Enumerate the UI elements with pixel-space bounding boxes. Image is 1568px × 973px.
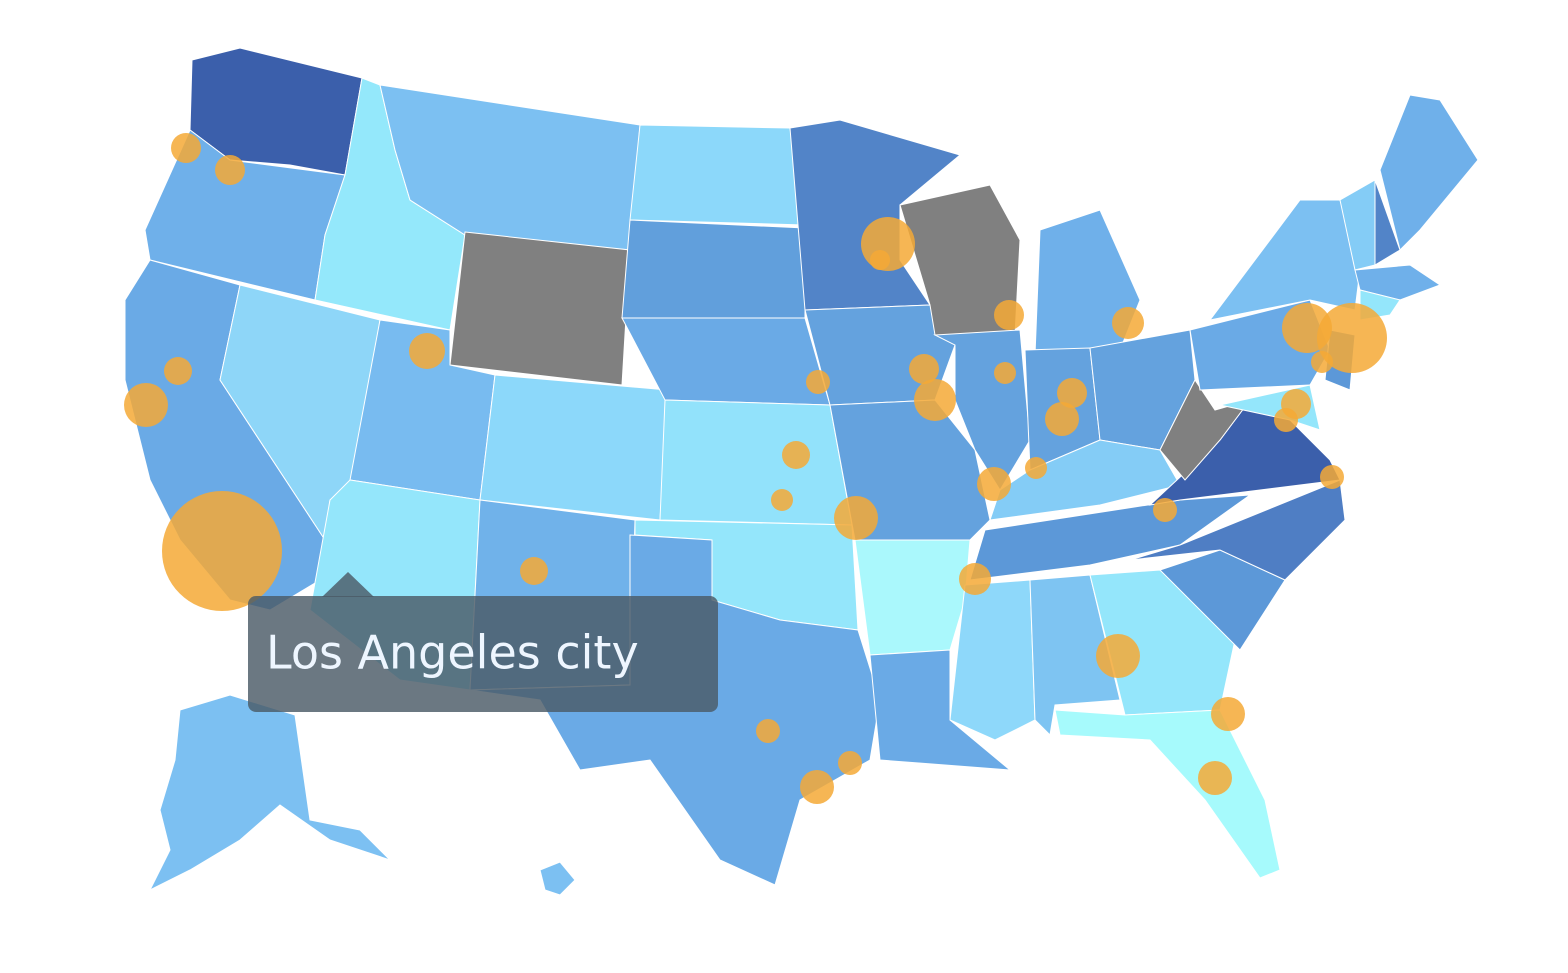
city-bubble[interactable] — [782, 441, 810, 469]
state[interactable] — [1339, 179, 1376, 271]
state[interactable] — [1379, 94, 1479, 251]
state[interactable] — [449, 231, 631, 386]
state[interactable] — [621, 219, 806, 319]
city-bubble[interactable] — [994, 300, 1024, 330]
city-bubble[interactable] — [1311, 351, 1333, 373]
city-bubble[interactable] — [124, 383, 168, 427]
city-bubble[interactable] — [162, 491, 282, 611]
city-bubble[interactable] — [164, 357, 192, 385]
state[interactable] — [479, 374, 669, 521]
state[interactable] — [1054, 709, 1281, 879]
state[interactable] — [629, 124, 806, 226]
city-bubble[interactable] — [771, 489, 793, 511]
tooltip-text: Los Angeles city — [266, 626, 639, 680]
city-bubble[interactable] — [1198, 761, 1232, 795]
city-bubble[interactable] — [1045, 402, 1079, 436]
city-bubble[interactable] — [914, 379, 956, 421]
tooltip-arrow — [322, 572, 374, 597]
city-bubble[interactable] — [1096, 634, 1140, 678]
state[interactable] — [1354, 264, 1442, 301]
state[interactable] — [1208, 199, 1361, 321]
city-bubble[interactable] — [870, 250, 890, 270]
city-bubble[interactable] — [806, 370, 830, 394]
state[interactable] — [539, 861, 576, 896]
city-bubble[interactable] — [520, 557, 548, 585]
city-bubble[interactable] — [1057, 378, 1087, 408]
city-bubble[interactable] — [756, 719, 780, 743]
state[interactable] — [869, 649, 1012, 771]
city-bubble[interactable] — [909, 354, 939, 384]
city-bubble[interactable] — [171, 133, 201, 163]
city-bubble[interactable] — [409, 333, 445, 369]
tooltip-box — [248, 596, 718, 712]
city-bubble[interactable] — [838, 751, 862, 775]
state[interactable] — [659, 399, 853, 526]
city-bubble[interactable] — [959, 563, 991, 595]
city-bubble[interactable] — [1153, 498, 1177, 522]
state[interactable] — [854, 539, 971, 656]
city-bubble[interactable] — [1025, 457, 1047, 479]
city-bubble[interactable] — [1211, 697, 1245, 731]
city-bubble[interactable] — [977, 467, 1011, 501]
city-bubble[interactable] — [1317, 303, 1387, 373]
state[interactable] — [949, 579, 1036, 741]
city-bubble[interactable] — [1274, 408, 1298, 432]
city-bubble[interactable] — [994, 362, 1016, 384]
city-bubble[interactable] — [1112, 307, 1144, 339]
city-bubbles — [124, 133, 1387, 804]
state[interactable] — [148, 694, 391, 892]
city-bubble[interactable] — [800, 770, 834, 804]
city-bubble[interactable] — [215, 155, 245, 185]
city-bubble[interactable] — [834, 496, 878, 540]
city-bubble[interactable] — [1320, 465, 1344, 489]
tooltip: Los Angeles city — [248, 572, 718, 712]
states — [124, 47, 1479, 896]
